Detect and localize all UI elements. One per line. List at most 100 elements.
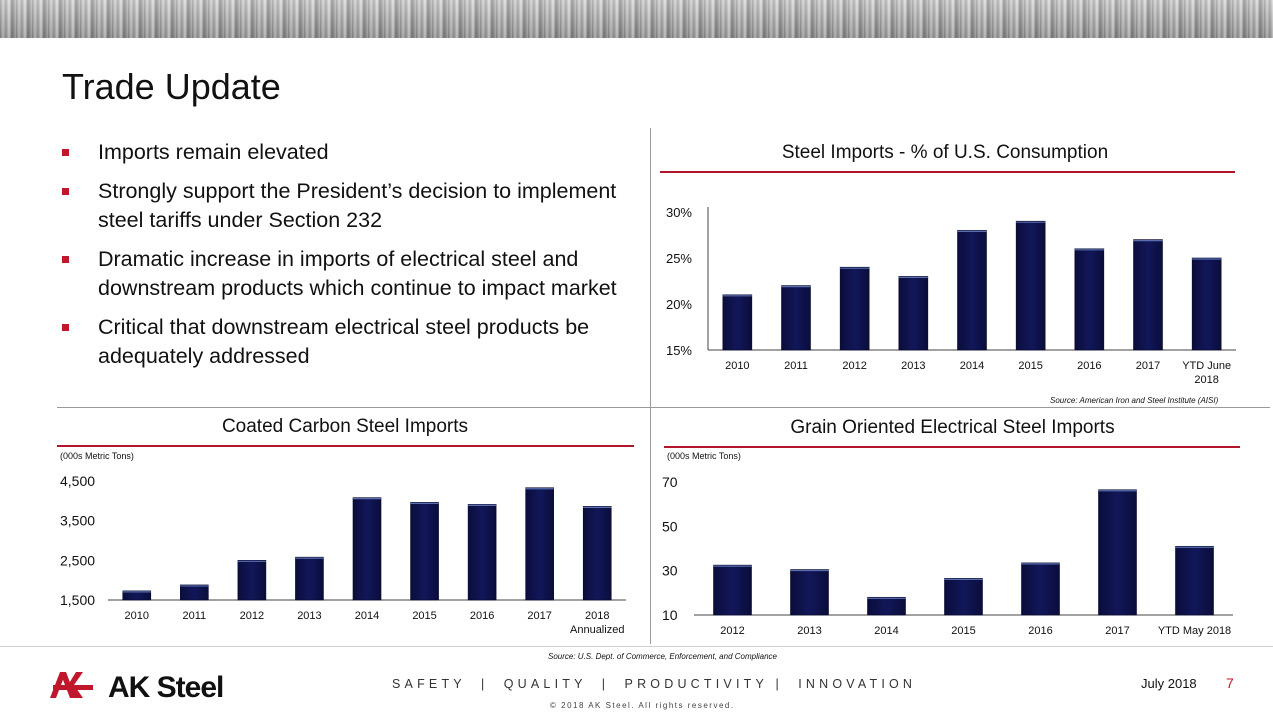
page-title: Trade Update	[62, 66, 281, 107]
y-tick-label: 25%	[666, 251, 692, 266]
y-tick-label: 50	[662, 518, 678, 534]
chart-title-coated-carbon: Coated Carbon Steel Imports	[221, 416, 469, 437]
bar	[1015, 220, 1046, 351]
x-tick-label: 2016	[1077, 360, 1101, 372]
y-tick-label: 30	[662, 563, 678, 579]
bar	[180, 584, 209, 601]
bullet-item: Critical that downstream electrical stee…	[62, 313, 652, 371]
x-tick-label: 2012	[842, 360, 866, 372]
y-tick-label: 30%	[666, 205, 692, 220]
chart-goes: 70 50 30 10 2012 2013 2014 2015 2016 2017 YTD May …	[662, 474, 1233, 637]
chart-source-aisi: Source: American Iron and Steel Institut…	[1050, 396, 1219, 405]
bar	[352, 497, 382, 601]
bar	[410, 502, 439, 601]
bullet-text: Dramatic increase in imports of electric…	[98, 247, 617, 300]
horizontal-divider	[57, 407, 1270, 408]
unit-label: (000s Metric Tons)	[667, 451, 741, 461]
title-underline	[57, 445, 634, 447]
x-tick-label: 2016	[470, 610, 494, 622]
x-tick-label: 2013	[901, 360, 925, 372]
x-tick-label: 2011	[183, 610, 207, 622]
bullet-text: Strongly support the President’s decisio…	[98, 179, 617, 232]
y-tick-label: 15%	[666, 343, 692, 358]
x-tick-label: 2015	[951, 625, 975, 637]
bar	[1191, 257, 1222, 351]
bar	[957, 230, 987, 351]
bar	[944, 578, 983, 616]
bullet-item: Dramatic increase in imports of electric…	[62, 245, 652, 303]
x-tick-label: 2010	[725, 360, 749, 372]
bar	[781, 285, 811, 351]
x-tick-label: 2011	[784, 360, 808, 372]
bar	[722, 294, 753, 351]
x-tick-label: 2012	[720, 625, 744, 637]
header-banner	[0, 0, 1273, 38]
x-tick-label: 2018 Annualized	[570, 610, 624, 636]
x-tick-label: 2016	[1028, 625, 1052, 637]
page-number: 7	[1226, 675, 1234, 691]
bar	[122, 590, 152, 601]
copyright: © 2018 AK Steel. All rights reserved.	[550, 701, 735, 710]
y-tick-label: 20%	[666, 297, 692, 312]
vertical-divider	[650, 128, 651, 644]
x-tick-label: YTD June 2018	[1182, 360, 1231, 386]
bar	[1133, 239, 1163, 351]
y-tick-label: 3,500	[60, 513, 95, 529]
bar	[582, 506, 612, 601]
bar	[1175, 545, 1214, 616]
footer-tagline: SAFETY | QUALITY | PRODUCTIVITY | INNOVA…	[392, 677, 917, 691]
chart-steel-imports: 30% 25% 20% 15% 2010 2011 2012 2013 2014 2015 2016…	[666, 205, 1236, 386]
ak-steel-logo: AK Steel	[50, 671, 224, 700]
y-tick-label: 70	[662, 474, 678, 490]
title-underline	[660, 171, 1235, 173]
y-tick-label: 1,500	[60, 592, 95, 608]
x-tick-label: 2014	[960, 360, 984, 372]
bullet-list: Imports remain elevated Strongly support…	[62, 138, 652, 381]
bar	[467, 504, 497, 601]
y-tick-label: 2,500	[60, 552, 95, 568]
bar	[1098, 489, 1137, 616]
x-tick-label: 2012	[240, 610, 264, 622]
x-tick-label: 2013	[797, 625, 821, 637]
x-tick-label: 2015	[412, 610, 436, 622]
bar	[898, 276, 929, 351]
x-tick-label: 2014	[355, 610, 379, 622]
bullet-marker	[62, 324, 69, 331]
y-tick-label: 4,500	[60, 473, 95, 489]
bar	[867, 596, 906, 616]
y-tick-label: 10	[662, 607, 678, 623]
x-tick-label: 2015	[1018, 360, 1042, 372]
chart-title-steel-imports: Steel Imports - % of U.S. Consumption	[781, 142, 1109, 163]
x-tick-label: 2014	[874, 625, 898, 637]
bar	[525, 487, 554, 601]
bar	[1074, 248, 1105, 351]
bullet-marker	[62, 188, 69, 195]
bar	[790, 569, 829, 616]
bar	[237, 560, 267, 601]
x-tick-label: 2013	[297, 610, 321, 622]
bar	[839, 266, 870, 351]
chart-source-commerce: Source: U.S. Dept. of Commerce, Enforcem…	[548, 652, 777, 661]
bullet-text: Critical that downstream electrical stee…	[98, 315, 590, 368]
x-tick-label: YTD May 2018	[1158, 625, 1231, 637]
bar	[295, 556, 324, 601]
chart-title-goes: Grain Oriented Electrical Steel Imports	[790, 417, 1115, 438]
x-tick-label: 2017	[1105, 625, 1129, 637]
footer-divider	[0, 646, 1273, 647]
x-tick-label: 2017	[527, 610, 551, 622]
unit-label: (000s Metric Tons)	[60, 451, 134, 461]
bar	[713, 564, 752, 616]
x-tick-label: 2010	[125, 610, 149, 622]
chart-coated-carbon: 4,500 3,500 2,500 1,500 2010 2011 2012 2013 2014…	[60, 473, 626, 636]
x-tick-label: 2017	[1136, 360, 1160, 372]
bullet-marker	[62, 256, 69, 263]
ak-logo-mark-icon	[50, 672, 93, 698]
bullet-marker	[62, 149, 69, 156]
bar	[1021, 562, 1060, 616]
bullet-text: Imports remain elevated	[98, 140, 329, 164]
bullet-item: Strongly support the President’s decisio…	[62, 177, 652, 235]
footer-date: July 2018	[1141, 676, 1197, 691]
bullet-item: Imports remain elevated	[62, 138, 652, 167]
title-underline	[664, 446, 1240, 448]
brand-name: AK Steel	[108, 671, 223, 700]
